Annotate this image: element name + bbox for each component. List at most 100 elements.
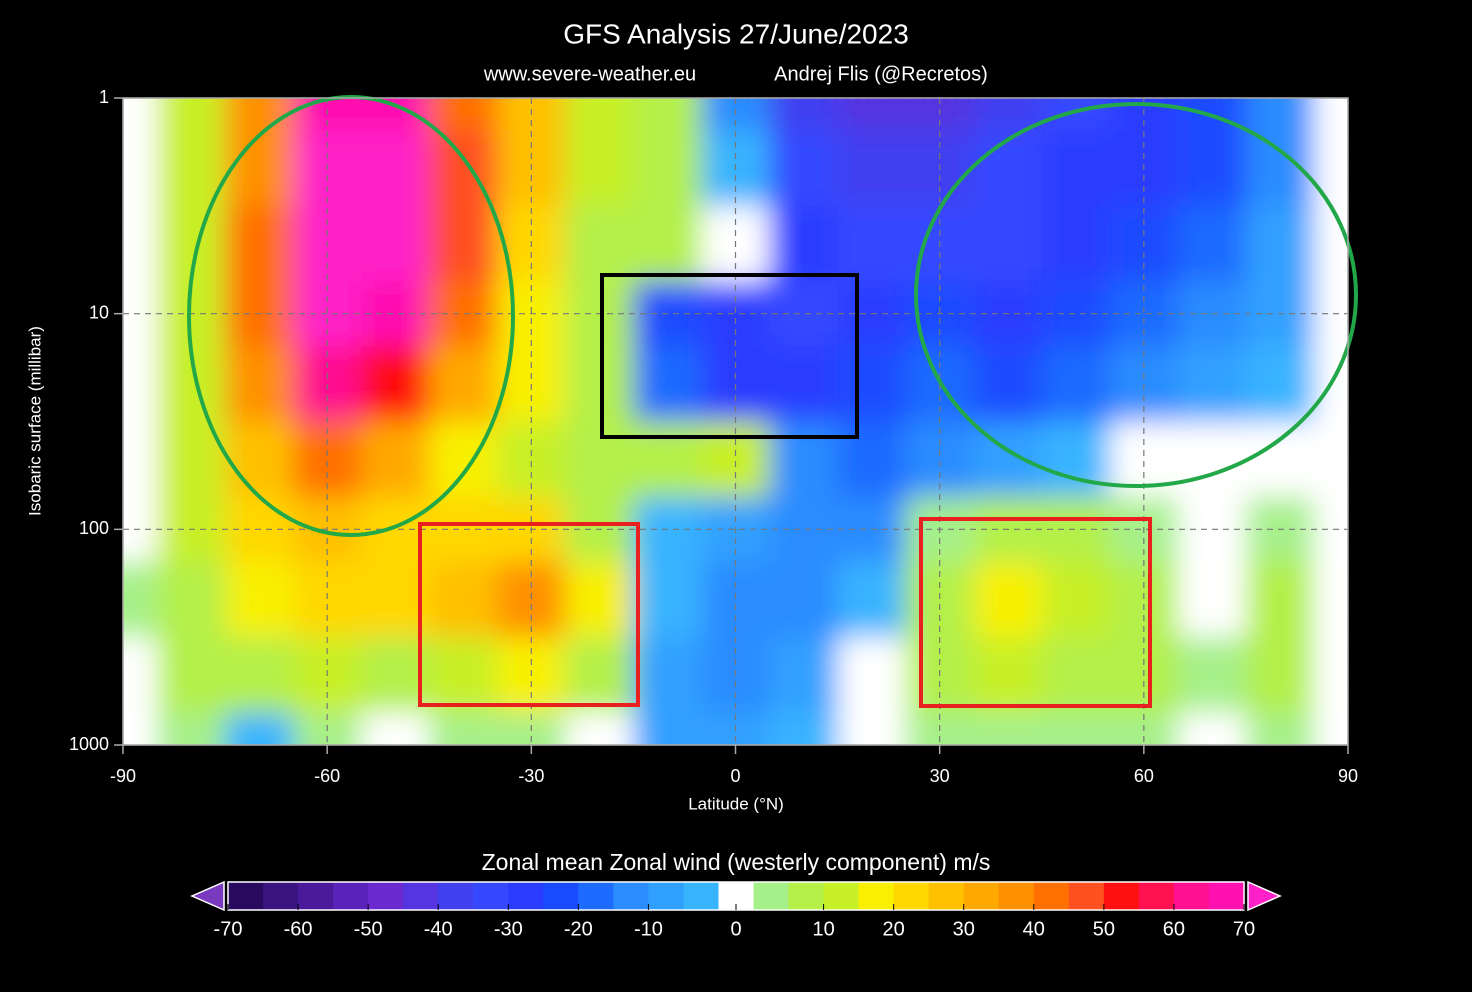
colorbar-tick-label: -30 xyxy=(494,918,523,940)
field-cell xyxy=(565,421,635,498)
colorbar-tick-label: 20 xyxy=(883,918,905,940)
colorbar-swatch xyxy=(683,882,719,910)
field-cell xyxy=(1041,130,1111,207)
field-cell xyxy=(1313,561,1348,639)
field-cell xyxy=(565,130,635,207)
colorbar-tick-label: -40 xyxy=(424,918,453,940)
field-cell xyxy=(633,98,703,132)
colorbar-swatch xyxy=(823,882,860,910)
chart-title: GFS Analysis 27/June/2023 xyxy=(563,18,909,49)
field-cell xyxy=(1177,421,1247,498)
field-cell xyxy=(837,421,907,498)
y-axis-label: Isobaric surface (millibar) xyxy=(25,326,44,516)
colorbar-swatch xyxy=(403,882,439,910)
colorbar-swatch xyxy=(1208,882,1245,910)
field-cell xyxy=(769,130,839,207)
colorbar-tick-label: 50 xyxy=(1093,918,1115,940)
annotation-ellipse xyxy=(187,95,515,537)
field-cell xyxy=(1177,346,1247,423)
colorbar-swatch xyxy=(368,882,404,910)
colorbar-swatch xyxy=(788,882,825,910)
colorbar-swatch xyxy=(1033,882,1070,910)
field-cell xyxy=(361,712,431,745)
field-cell xyxy=(225,421,295,498)
y-tick-label: 100 xyxy=(79,518,109,538)
field-cell xyxy=(1313,281,1348,348)
field-cell xyxy=(1041,205,1111,283)
colorbar-tick-label: 60 xyxy=(1163,918,1185,940)
field-cell xyxy=(837,205,907,283)
field-cell xyxy=(157,98,227,132)
field-cell xyxy=(701,281,771,348)
field-cell xyxy=(973,637,1043,714)
field-cell xyxy=(769,561,839,639)
x-tick-label: 30 xyxy=(930,766,950,786)
field-cell xyxy=(973,205,1043,283)
colorbar-swatch xyxy=(1173,882,1210,910)
x-tick-label: 60 xyxy=(1134,766,1154,786)
field-cell xyxy=(633,130,703,207)
field-cell xyxy=(361,421,431,498)
field-cell xyxy=(1041,637,1111,714)
field-cell xyxy=(429,346,499,423)
field-cell xyxy=(1313,712,1348,745)
x-tick-label: -60 xyxy=(314,766,340,786)
field-cell xyxy=(1041,281,1111,348)
field-cell xyxy=(769,346,839,423)
field-cell xyxy=(429,98,499,132)
annotations xyxy=(187,95,1358,708)
colorbar-swatch xyxy=(473,882,509,910)
field-cell xyxy=(429,637,499,714)
chart-subtitle: www.severe-weather.eu xyxy=(483,63,696,85)
field-cell xyxy=(1245,637,1315,714)
colorbar-tick-label: -10 xyxy=(634,918,663,940)
field-cell xyxy=(1245,421,1315,498)
annotation-box xyxy=(919,517,1152,708)
field-cell xyxy=(1245,130,1315,207)
colorbar-swatch xyxy=(1103,882,1140,910)
field-cell xyxy=(1041,712,1111,745)
field-cell xyxy=(225,98,295,132)
colorbar-tick-label: 70 xyxy=(1233,918,1255,940)
chart-credit: Andrej Flis (@Recretos) xyxy=(774,63,988,85)
colorbar-swatch xyxy=(263,882,299,910)
field-cell xyxy=(361,346,431,423)
field-cell xyxy=(633,561,703,639)
colorbar-swatch xyxy=(648,882,684,910)
field-cell xyxy=(1109,281,1179,348)
field-cell xyxy=(123,205,159,283)
field-cell xyxy=(1245,561,1315,639)
x-tick-label: -30 xyxy=(518,766,544,786)
colorbar-swatch xyxy=(228,882,264,910)
field-cell xyxy=(633,205,703,283)
annotation-ellipse xyxy=(914,102,1358,488)
field-cell xyxy=(837,346,907,423)
field-cell xyxy=(1313,205,1348,283)
colorbar-tick-label: 10 xyxy=(812,918,834,940)
field-cell xyxy=(837,98,907,132)
field-cell xyxy=(361,130,431,207)
field-cell xyxy=(361,281,431,348)
field-cell xyxy=(565,561,635,639)
field-cell xyxy=(565,712,635,745)
field-cell xyxy=(973,346,1043,423)
field-cell xyxy=(565,637,635,714)
field-cell xyxy=(973,130,1043,207)
field-cell xyxy=(1245,346,1315,423)
field-cell xyxy=(1177,561,1247,639)
colorbar: -70 -60 -50 -40 -30 -20 -10 0 10 20 30 40 50 60 70 xyxy=(190,880,1282,940)
field-cell xyxy=(1245,712,1315,745)
x-tick-label: 0 xyxy=(730,766,740,786)
field-cell xyxy=(973,561,1043,639)
field-cell xyxy=(1177,205,1247,283)
colorbar-over xyxy=(1247,880,1282,912)
colorbar-swatch xyxy=(1138,882,1175,910)
field-cell xyxy=(123,712,159,745)
x-tick-label: -90 xyxy=(110,766,136,786)
field-cell xyxy=(429,712,499,745)
field-cell xyxy=(769,637,839,714)
field-cell xyxy=(1313,98,1348,132)
field-cell xyxy=(1313,130,1348,207)
